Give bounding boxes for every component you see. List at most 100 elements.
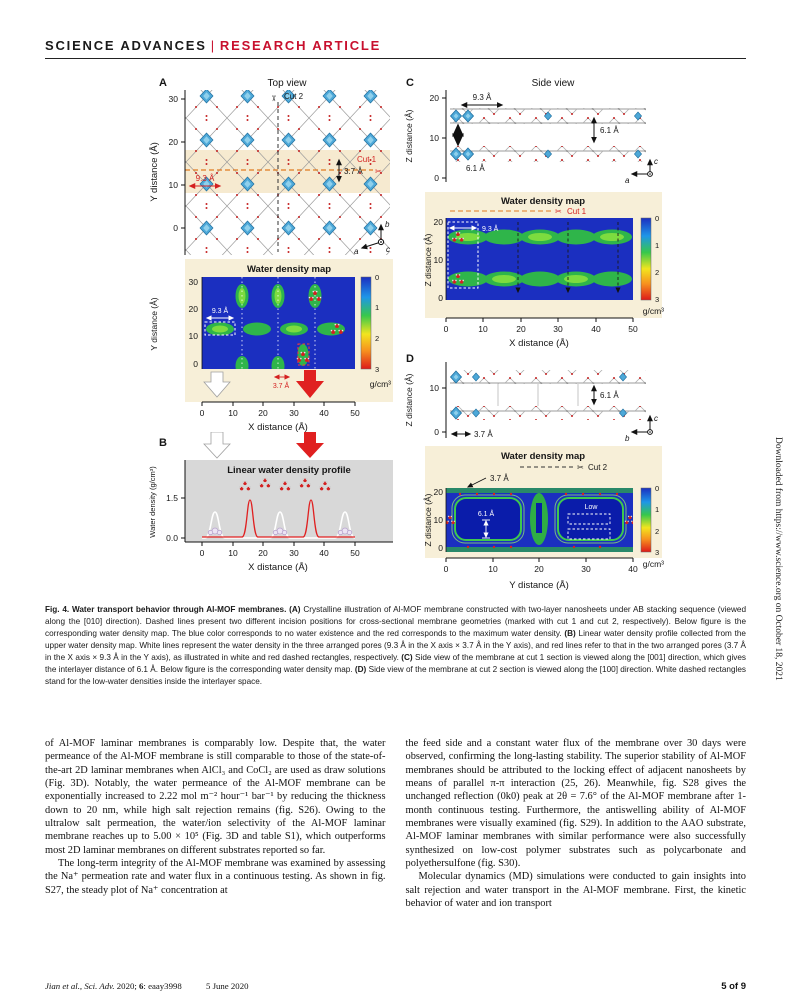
white-density-curve [202,511,356,539]
dim-label: 9.3 Å [196,174,215,183]
colorbar-tick: 1 [375,303,379,312]
pore-guide-lines [241,277,316,369]
tick-label: 30 [189,277,199,287]
panel-d-y-axis-label: Z distance (Å) [404,373,414,426]
white-dashed-pore-box: 9.3 Å [447,221,499,289]
panel-a-map-y-axis: 30 20 10 0 Y distance (Å) [149,277,203,369]
body-text: of Al-MOF laminar membranes is comparabl… [45,737,746,910]
dim-label: 9.3 Å [482,224,499,233]
axis-c-label: c [654,414,658,423]
panel-c-x-axis-label: X distance (Å) [509,338,569,348]
panel-d-label: D [406,353,414,365]
page-number: 5 of 9 [721,981,746,992]
scissors-icon: ✂ [375,167,382,176]
tick-label: 10 [189,331,199,341]
footer-volume: 6 [139,981,144,991]
panel-b-label: B [159,437,167,449]
left-column: of Al-MOF laminar membranes is comparabl… [45,737,386,910]
tick-label: 10 [228,408,238,418]
body-paragraph: The long-term integrity of the Al-MOF me… [45,858,386,896]
dim-9-3-annotation: 9.3 Å [188,174,222,189]
white-flow-arrow [203,432,231,459]
framework-oxygen-dots [458,492,619,549]
body-paragraph: the feed side and a constant water flux … [405,738,747,870]
axis-b-label: b [385,220,390,229]
scissors-icon: ✂ [269,95,278,102]
white-flow-arrow [203,371,231,398]
colorbar-tick: 2 [655,268,659,277]
tick-label: 50 [628,324,638,334]
tick-label: 40 [628,564,638,574]
right-column: the feed side and a constant water flux … [406,737,747,910]
caption-panel-a-text: Crystalline illustration of Al-MOF membr… [45,605,746,638]
tick-label: 0 [434,427,439,437]
tick-label: 0 [438,293,443,303]
flow-guide-lines [515,222,621,294]
crystal-axes-gizmo: c b [625,414,658,443]
panel-a-x-axis: 0 10 20 30 40 50 X distance (Å) [200,401,360,432]
tick-label: 0 [434,173,439,183]
dim-label: 3.7 Å [273,381,290,390]
caption-panel-b-label: (B) [564,629,576,638]
caption-panel-c-label: (C) [401,653,413,662]
article-type: RESEARCH ARTICLE [219,38,382,53]
colorbar-unit: g/cm³ [643,559,664,569]
panel-d-figure: D 6.1 Å 3.7 Å c b [404,353,664,591]
panel-b-x-axis-label: X distance (Å) [248,562,308,572]
panel-d-map-y-axis-label: Z distance (Å) [423,493,433,546]
panel-d-y-axis: 10 0 Z distance (Å) [404,362,447,438]
cut1-label: Cut 1 [567,207,587,216]
tick-label: 20 [258,548,268,558]
colorbar-tick: 0 [655,214,659,223]
dim-label: 9.3 Å [473,93,492,102]
edge-density-band [446,488,633,493]
axis-c-label: c [654,157,658,166]
panel-c-y-axis: 20 10 0 Z distance (Å) [404,90,447,183]
footer-journal: Sci. Adv. [84,981,115,991]
red-dashed-pore-box: 3.7 Å [273,343,310,390]
cut2-marker: ✂ Cut 2 [520,463,608,472]
colorbar-tick: 1 [655,241,659,250]
tick-label: 30 [289,408,299,418]
cut2-marker: ✂ Cut 2 [269,92,304,252]
colorbar-tick: 3 [655,295,659,304]
white-dashed-pore-box: 9.3 Å [204,306,236,336]
panel-c-map-y-axis-label: Z distance (Å) [423,233,433,286]
dim-3-7-annotation: 3.7 Å [450,430,493,439]
scissors-icon: ✂ [555,207,562,216]
tick-label: 20 [434,217,444,227]
panel-c-figure: C Side view 9.3 Å 6.1 Å 6.1 Å c a [404,77,664,348]
tick-label: 20 [258,408,268,418]
dim-label: 3.7 Å [490,474,509,483]
colorbar-tick: 3 [655,548,659,557]
panel-a-title: Top view [268,78,308,89]
footer-date: 5 June 2020 [205,981,249,991]
colorbar-tick: 2 [655,527,659,536]
panel-b-y-axis: 1.5 0.0 Water density (g/cm³) [148,460,186,543]
crystal-axes-gizmo: c a [625,157,658,185]
colorbar-tick: 0 [655,484,659,493]
red-density-curve [202,499,355,538]
red-flow-arrow [296,432,324,458]
journal-header: SCIENCE ADVANCES | RESEARCH ARTICLE [45,38,381,53]
panel-d-crystal [450,370,646,420]
download-watermark: Downloaded from https://www.science.org … [773,437,783,681]
panel-c-label: C [406,77,414,89]
scissors-icon: ✂ [577,463,584,472]
panel-c-density-map: Water density map ✂ Cut 1 [423,192,664,318]
tick-label: 10 [434,255,444,265]
low-density-label: Low [585,504,599,511]
panel-b-y-axis-label: Water density (g/cm³) [148,466,157,538]
tick-label: 0 [444,324,449,334]
page-footer: Jian et al., Sci. Adv. 2020; 6: eaay3998… [45,981,746,992]
colorbar-unit: g/cm³ [643,306,664,316]
panel-d-map-y-axis: 20 10 0 Z distance (Å) [423,487,447,553]
panel-a-crystal [185,90,390,255]
header-rule [45,58,746,59]
axis-c-label: c [386,245,390,254]
colorbar-unit: g/cm³ [370,379,391,389]
footer-ref: : eaay3998 [143,981,182,991]
cut1-label: Cut 1 [357,155,377,164]
panel-b-figure: B Linear water density profile 1.5 0.0 W… [148,432,393,572]
tick-label: 0 [444,564,449,574]
